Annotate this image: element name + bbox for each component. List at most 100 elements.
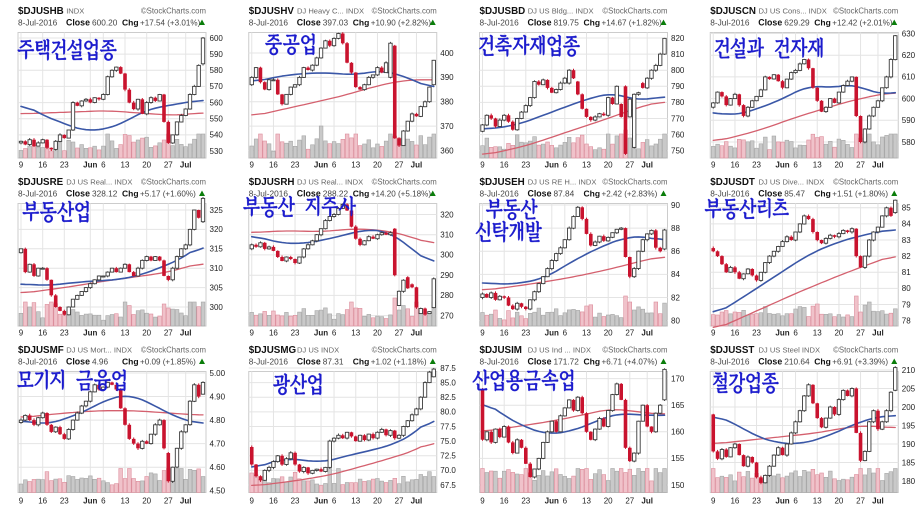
svg-text:8-Jul-2016: 8-Jul-2016 bbox=[249, 357, 289, 367]
svg-text:$DJUSDT: $DJUSDT bbox=[710, 177, 755, 188]
svg-text:27: 27 bbox=[625, 497, 634, 506]
svg-text:16: 16 bbox=[269, 161, 278, 170]
svg-text:290: 290 bbox=[440, 271, 454, 280]
svg-text:790: 790 bbox=[671, 82, 685, 91]
svg-text:$DJUSHV: $DJUSHV bbox=[249, 6, 295, 17]
svg-text:©StockCharts.com: ©StockCharts.com bbox=[372, 178, 437, 187]
svg-text:9: 9 bbox=[480, 329, 485, 338]
svg-text:80: 80 bbox=[902, 284, 911, 293]
svg-text:Jul: Jul bbox=[180, 329, 192, 338]
svg-text:270: 270 bbox=[440, 311, 454, 320]
svg-text:23: 23 bbox=[291, 329, 300, 338]
svg-text:13: 13 bbox=[121, 329, 130, 338]
svg-text:84: 84 bbox=[671, 270, 680, 279]
svg-text:80: 80 bbox=[671, 316, 680, 325]
svg-text:820: 820 bbox=[671, 34, 685, 43]
svg-text:27: 27 bbox=[625, 161, 634, 170]
svg-text:87.5: 87.5 bbox=[440, 364, 456, 373]
svg-text:27: 27 bbox=[164, 497, 173, 506]
svg-text:Jul: Jul bbox=[872, 161, 884, 170]
svg-text:Jun: Jun bbox=[775, 161, 789, 170]
svg-text:87.31: 87.31 bbox=[323, 357, 344, 367]
svg-text:Close: Close bbox=[66, 357, 90, 367]
svg-text:580: 580 bbox=[902, 138, 916, 147]
svg-text:190: 190 bbox=[902, 440, 916, 449]
svg-text:171.72: 171.72 bbox=[554, 357, 580, 367]
svg-text:Chg: Chg bbox=[814, 189, 831, 199]
svg-text:180: 180 bbox=[902, 477, 916, 486]
svg-text:560: 560 bbox=[210, 98, 224, 107]
svg-text:+12.42 (+2.01%): +12.42 (+2.01%) bbox=[832, 19, 893, 28]
svg-text:328.12: 328.12 bbox=[92, 189, 118, 199]
svg-text:390: 390 bbox=[440, 73, 454, 82]
svg-text:13: 13 bbox=[351, 497, 360, 506]
svg-text:630: 630 bbox=[902, 29, 916, 38]
svg-text:20: 20 bbox=[142, 329, 151, 338]
svg-text:82: 82 bbox=[671, 293, 680, 302]
svg-text:Chg: Chg bbox=[584, 189, 601, 199]
svg-text:Jun: Jun bbox=[83, 497, 97, 506]
svg-text:Close: Close bbox=[528, 189, 552, 199]
svg-text:8-Jul-2016: 8-Jul-2016 bbox=[18, 189, 58, 199]
svg-text:8-Jul-2016: 8-Jul-2016 bbox=[710, 357, 750, 367]
svg-text:23: 23 bbox=[291, 161, 300, 170]
svg-text:Chg: Chg bbox=[122, 18, 139, 28]
svg-text:+17.54 (+3.01%): +17.54 (+3.01%) bbox=[140, 19, 201, 28]
svg-text:13: 13 bbox=[582, 497, 591, 506]
svg-text:27: 27 bbox=[856, 497, 865, 506]
svg-text:Jun: Jun bbox=[775, 497, 789, 506]
svg-text:6: 6 bbox=[793, 161, 798, 170]
svg-text:Jul: Jul bbox=[411, 497, 423, 506]
svg-text:165: 165 bbox=[671, 401, 685, 410]
svg-text:210.64: 210.64 bbox=[784, 357, 810, 367]
svg-text:DJ US Mort... INDX: DJ US Mort... INDX bbox=[66, 346, 132, 355]
svg-text:6: 6 bbox=[101, 497, 106, 506]
svg-text:©StockCharts.com: ©StockCharts.com bbox=[833, 178, 898, 187]
svg-text:370: 370 bbox=[440, 122, 454, 131]
svg-text:84: 84 bbox=[902, 220, 911, 229]
svg-text:210: 210 bbox=[902, 366, 916, 375]
svg-text:23: 23 bbox=[291, 497, 300, 506]
svg-text:20: 20 bbox=[142, 161, 151, 170]
svg-text:Close: Close bbox=[297, 189, 321, 199]
svg-text:13: 13 bbox=[813, 161, 822, 170]
svg-text:23: 23 bbox=[752, 161, 761, 170]
svg-text:$DJUSRE: $DJUSRE bbox=[18, 177, 64, 188]
svg-text:20: 20 bbox=[604, 329, 613, 338]
svg-text:27: 27 bbox=[395, 497, 404, 506]
svg-text:Jul: Jul bbox=[641, 497, 653, 506]
svg-text:78: 78 bbox=[902, 316, 911, 325]
svg-text:+6.71 (+4.07%): +6.71 (+4.07%) bbox=[602, 358, 658, 367]
svg-text:6: 6 bbox=[332, 161, 337, 170]
svg-text:360: 360 bbox=[440, 146, 454, 155]
svg-text:9: 9 bbox=[480, 497, 485, 506]
svg-text:16: 16 bbox=[500, 329, 509, 338]
svg-text:Jun: Jun bbox=[314, 497, 328, 506]
svg-text:800: 800 bbox=[671, 66, 685, 75]
svg-text:600: 600 bbox=[902, 94, 916, 103]
svg-text:9: 9 bbox=[19, 329, 24, 338]
svg-text:750: 750 bbox=[671, 147, 685, 156]
svg-text:DJ US Real... INDX: DJ US Real... INDX bbox=[297, 178, 363, 187]
svg-text:$DJUSBD: $DJUSBD bbox=[480, 6, 526, 17]
svg-text:20: 20 bbox=[373, 497, 382, 506]
svg-text:16: 16 bbox=[38, 329, 47, 338]
svg-text:8-Jul-2016: 8-Jul-2016 bbox=[18, 357, 58, 367]
svg-text:23: 23 bbox=[60, 497, 69, 506]
svg-text:9: 9 bbox=[19, 161, 24, 170]
svg-text:20: 20 bbox=[373, 161, 382, 170]
svg-text:DJ US INDX: DJ US INDX bbox=[297, 346, 339, 355]
svg-text:9: 9 bbox=[250, 161, 255, 170]
svg-text:16: 16 bbox=[730, 497, 739, 506]
svg-text:81: 81 bbox=[902, 268, 911, 277]
svg-text:629.29: 629.29 bbox=[784, 18, 810, 28]
svg-text:©StockCharts.com: ©StockCharts.com bbox=[833, 346, 898, 355]
svg-text:82: 82 bbox=[902, 252, 911, 261]
svg-text:13: 13 bbox=[813, 329, 822, 338]
svg-text:6: 6 bbox=[563, 497, 568, 506]
svg-text:©StockCharts.com: ©StockCharts.com bbox=[141, 7, 206, 16]
svg-text:20: 20 bbox=[604, 497, 613, 506]
svg-text:72.5: 72.5 bbox=[440, 452, 456, 461]
svg-text:Jun: Jun bbox=[545, 329, 559, 338]
svg-text:8-Jul-2016: 8-Jul-2016 bbox=[710, 18, 750, 28]
